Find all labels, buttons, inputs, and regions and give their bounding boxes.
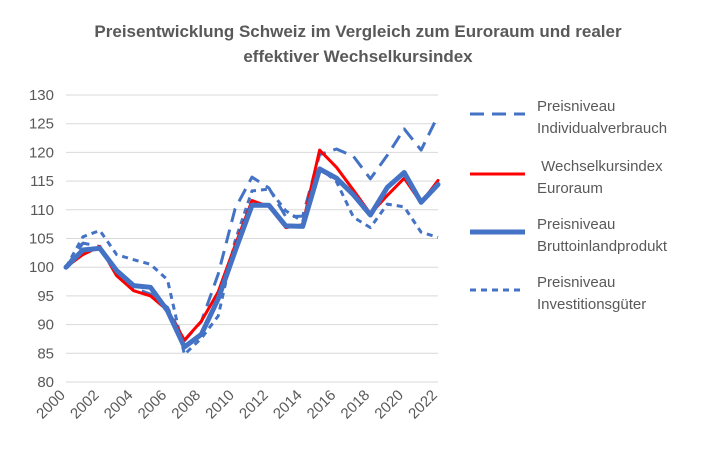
chart-title-line-1: Preisentwicklung Schweiz im Vergleich zu… (94, 22, 622, 41)
legend-label-2: Wechselkursindex (537, 158, 663, 175)
legend-label-2: Euroraum (537, 180, 603, 197)
x-tick-label: 2010 (202, 387, 238, 423)
y-tick-label: 115 (30, 173, 54, 190)
grid-lines (66, 94, 438, 383)
chart-title-line-2: effektiver Wechselkursindex (243, 47, 473, 66)
x-tick-label: 2012 (236, 387, 272, 423)
legend-label-1: Individualverbrauch (537, 120, 667, 137)
x-tick-label: 2022 (405, 387, 441, 423)
legend-label-4: Preisniveau (537, 274, 615, 291)
series-line-4 (64, 166, 439, 356)
legend-label-1: Preisniveau (537, 98, 615, 115)
legend-label-3: Preisniveau (537, 216, 615, 233)
x-axis: 2000200220042006200820102012201420162018… (33, 387, 441, 423)
x-tick-label: 2020 (371, 387, 407, 423)
x-tick-label: 2002 (67, 387, 103, 423)
series-lines (63, 115, 441, 356)
legend: Preisniveau Individualverbrauch Wechselku… (470, 98, 668, 313)
x-tick-label: 2008 (168, 387, 204, 423)
x-tick-label: 2004 (101, 387, 137, 423)
y-axis: 80 85 90 95 100 105 110 115 120 125 130 (29, 87, 54, 391)
y-tick-label: 80 (37, 374, 54, 391)
x-tick-label: 2006 (135, 387, 171, 423)
series-line-3 (63, 166, 441, 350)
y-tick-label: 110 (30, 202, 54, 219)
y-tick-label: 100 (29, 259, 54, 276)
y-tick-label: 90 (37, 317, 54, 334)
y-tick-label: 85 (37, 345, 54, 362)
y-tick-label: 105 (29, 231, 54, 248)
y-tick-label: 95 (37, 288, 54, 305)
x-tick-label: 2016 (304, 387, 340, 423)
legend-label-3: Bruttoinlandprodukt (537, 238, 668, 255)
y-tick-label: 130 (29, 87, 54, 104)
legend-label-4: Investitionsgüter (537, 296, 646, 313)
x-tick-label: 2014 (270, 387, 306, 423)
y-tick-label: 125 (29, 116, 54, 133)
series-line-1 (64, 115, 440, 343)
x-tick-label: 2018 (338, 387, 374, 423)
x-tick-label: 2000 (33, 387, 69, 423)
y-tick-label: 120 (29, 144, 54, 161)
